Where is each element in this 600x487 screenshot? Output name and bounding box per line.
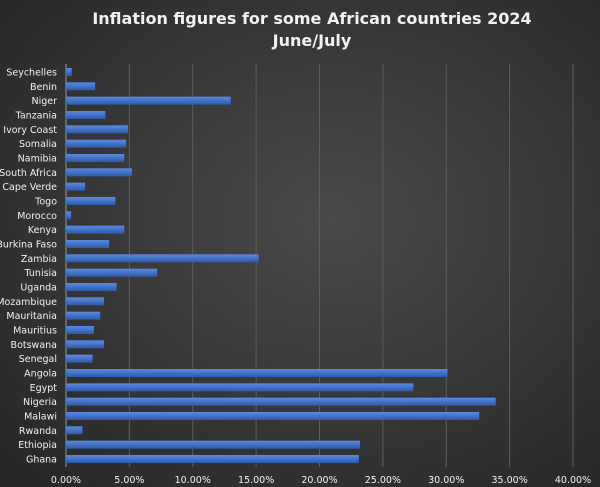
x-tick-label: 25.00% xyxy=(365,475,401,486)
y-category-label: Angola xyxy=(24,369,57,380)
y-category-label: Ethiopia xyxy=(18,440,57,451)
chart-subtitle: June/July xyxy=(272,31,352,50)
x-tick-label: 5.00% xyxy=(114,475,144,486)
bar-uganda xyxy=(66,283,117,291)
bar-togo xyxy=(66,197,116,205)
bar-ghana xyxy=(66,455,359,463)
y-category-label: Seychelles xyxy=(6,68,57,79)
x-tick-label: 35.00% xyxy=(492,475,528,486)
y-category-label: South Africa xyxy=(0,168,57,179)
y-category-label: Cape Verde xyxy=(2,182,57,193)
y-category-label: Mozambique xyxy=(0,297,57,308)
x-tick-label: 40.00% xyxy=(555,475,591,486)
y-category-label: Tunisia xyxy=(24,268,57,279)
y-category-label: Mauritius xyxy=(13,326,57,337)
y-category-label: Tanzania xyxy=(15,111,57,122)
bar-niger xyxy=(66,96,231,105)
y-category-label: Ghana xyxy=(26,455,57,466)
y-category-label: Rwanda xyxy=(19,426,57,437)
bar-rwanda xyxy=(66,426,83,435)
bar-seychelles xyxy=(66,68,72,76)
y-category-label: Mauritania xyxy=(6,311,57,322)
bar-nigeria xyxy=(66,397,496,406)
bar-kenya xyxy=(66,225,125,234)
x-tick-label: 15.00% xyxy=(238,475,274,486)
bar-tanzania xyxy=(66,111,106,119)
bar-benin xyxy=(66,82,96,91)
y-category-label: Niger xyxy=(31,96,57,107)
y-category-label: Senegal xyxy=(19,354,57,365)
bar-ivory-coast xyxy=(66,125,129,134)
bar-mozambique xyxy=(66,297,105,306)
y-category-label: Uganda xyxy=(20,283,57,294)
bar-mauritius xyxy=(66,326,94,334)
y-category-label: Nigeria xyxy=(23,397,57,408)
y-category-label: Burkina Faso xyxy=(0,240,57,251)
chart-title: Inflation figures for some African count… xyxy=(92,9,531,28)
bar-egypt xyxy=(66,383,414,392)
y-category-label: Kenya xyxy=(28,225,57,236)
y-category-label: Malawi xyxy=(24,412,57,423)
y-category-label: Egypt xyxy=(30,383,58,394)
bar-botswana xyxy=(66,340,105,349)
y-category-label: Somalia xyxy=(19,139,57,150)
bar-zambia xyxy=(66,254,259,263)
bar-mauritania xyxy=(66,311,101,320)
bar-senegal xyxy=(66,354,93,363)
x-tick-label: 30.00% xyxy=(428,475,464,486)
bar-ethiopia xyxy=(66,440,361,449)
bar-morocco xyxy=(66,211,72,220)
bar-namibia xyxy=(66,154,125,162)
y-category-label: Togo xyxy=(34,197,57,208)
y-category-label: Namibia xyxy=(18,154,57,165)
x-tick-label: 10.00% xyxy=(175,475,211,486)
bar-malawi xyxy=(66,412,480,420)
y-category-label: Botswana xyxy=(11,340,57,351)
y-category-label: Benin xyxy=(30,82,57,93)
y-category-label: Zambia xyxy=(21,254,57,265)
bar-somalia xyxy=(66,139,127,148)
y-category-label: Morocco xyxy=(17,211,57,222)
bar-tunisia xyxy=(66,268,158,277)
bar-angola xyxy=(66,369,448,377)
x-tick-label: 0.00% xyxy=(51,475,81,486)
y-category-label: Ivory Coast xyxy=(3,125,57,136)
x-tick-label: 20.00% xyxy=(301,475,337,486)
bar-cape-verde xyxy=(66,182,86,191)
bar-burkina-faso xyxy=(66,240,110,248)
bar-south-africa xyxy=(66,168,132,177)
